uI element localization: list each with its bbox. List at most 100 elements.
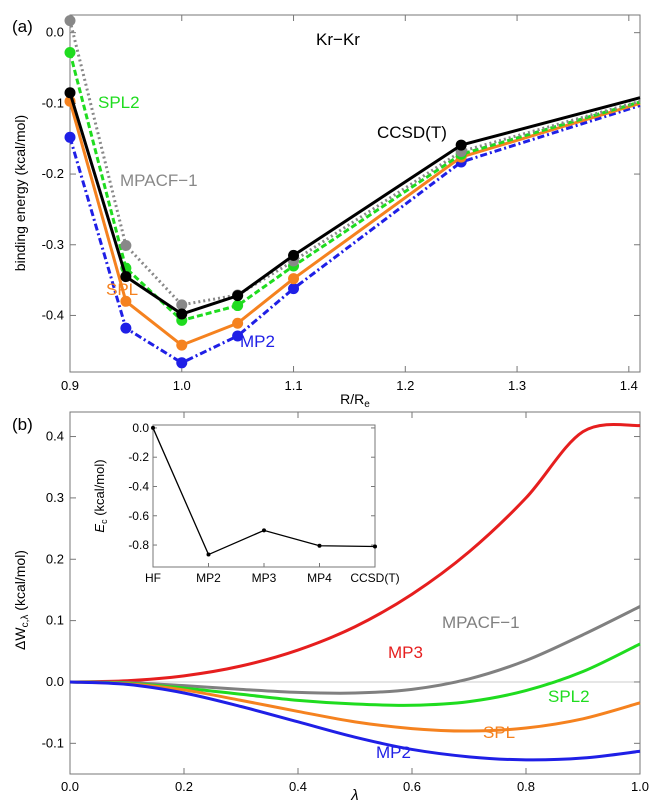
panel-b-ylabel-unit: (kcal/mol)	[12, 550, 28, 615]
point-a-mp2	[176, 357, 188, 369]
inset-ylabel: Ec (kcal/mol)	[92, 459, 109, 532]
point-a-spl	[176, 339, 188, 351]
inset-x-tick-label: CCSD(T)	[350, 571, 399, 585]
label-a-ccsdt: CCSD(T)	[377, 123, 447, 142]
x-tick-label-b: 1.0	[631, 779, 649, 794]
point-a-ccsd-t	[64, 87, 76, 99]
series-b-mpacf-1	[69, 605, 641, 695]
panel-a-xlabel-main: R/R	[340, 391, 364, 407]
point-a-spl	[288, 273, 300, 285]
y-tick-label-a: 0.0	[46, 25, 64, 40]
inset-chart: 0.0 -0.2 -0.4 -0.6 -0.8 HF MP2 MP3 MP4 CCSD(T) Ec…	[92, 421, 400, 585]
panel-a-xlabel-sub: e	[364, 399, 370, 410]
inset-ylabel-sub: c	[99, 519, 109, 524]
point-a-spl	[232, 317, 244, 329]
point-a-mpacf-1	[64, 15, 76, 27]
x-tick-label-a: 1.0	[173, 378, 191, 393]
inset-y-tick-label: -0.2	[128, 450, 149, 464]
panel-b: (b) 0.0 0.2 0.4 0.6 0.8 1.0-0.10.00.10.20.30.…	[12, 411, 649, 804]
inset-series	[151, 425, 377, 557]
panel-b-xlabel: λ	[350, 787, 358, 804]
inset-x-tick-label: MP3	[252, 571, 277, 585]
point-a-ccsd-t	[455, 139, 467, 151]
panel-b-label: (b)	[12, 415, 33, 434]
series-b-mp2	[69, 680, 641, 762]
inset-x-tick-label: HF	[145, 571, 161, 585]
panel-a-series	[64, 15, 641, 369]
panel-a-label: (a)	[12, 17, 33, 36]
label-b-spl2: SPL2	[548, 687, 590, 706]
panel-a: (a) 0.9 1.0 1.1 1.2 1.3 1.4 0.0 -0.1 -0.2 -0.3 -0.…	[12, 14, 641, 410]
series-a-spl	[68, 100, 641, 347]
label-b-mp2: MP2	[376, 743, 411, 762]
x-tick-label-a: 1.2	[396, 378, 414, 393]
label-a-spl: SPL	[106, 280, 138, 299]
point-a-mpacf-1	[176, 299, 188, 311]
y-tick-label-b: 0.3	[46, 490, 64, 505]
y-tick-label-b: 0.1	[46, 613, 64, 628]
label-b-mpacf: MPACF−1	[442, 613, 520, 632]
series-b-spl	[69, 680, 641, 733]
point-a-mp2	[288, 283, 300, 295]
x-tick-label-a: 0.9	[61, 378, 79, 393]
inset-x-tick-label: MP2	[196, 571, 221, 585]
x-tick-label-b: 0.8	[517, 779, 535, 794]
label-a-spl2: SPL2	[98, 93, 140, 112]
point-a-mp2	[64, 131, 76, 143]
panel-b-ticks: 0.0 0.2 0.4 0.6 0.8 1.0 -0.1 0.0 0.1 0.2 0.3 0.4	[42, 412, 649, 794]
x-tick-label-b: 0.0	[61, 779, 79, 794]
inset-y-tick-label: 0.0	[132, 421, 149, 435]
label-a-mp2: MP2	[240, 332, 275, 351]
y-tick-label-b: 0.4	[46, 429, 64, 444]
inset-y-tick-label: -0.8	[128, 538, 149, 552]
panel-b-frame	[69, 411, 641, 775]
label-b-spl: SPL	[483, 723, 515, 742]
y-tick-label-a: -0.1	[42, 95, 64, 110]
panel-a-xlabel: R/Re	[340, 391, 370, 410]
panel-b-series	[69, 422, 641, 762]
x-tick-label-a: 1.3	[508, 378, 526, 393]
inset-frame	[152, 424, 376, 568]
inset-ticks: 0.0 -0.2 -0.4 -0.6 -0.8 HF MP2 MP3 MP4 CCSD(T)	[128, 421, 399, 585]
panel-a-ticks: 0.9 1.0 1.1 1.2 1.3 1.4 0.0 -0.1 -0.2 -0.3 -0.4	[42, 15, 640, 393]
x-tick-label-a: 1.4	[620, 378, 638, 393]
point-a-mp2	[120, 322, 132, 334]
inset-ylabel-unit: (kcal/mol)	[92, 459, 107, 519]
y-tick-label-b: 0.2	[46, 551, 64, 566]
inset-x-tick-label: MP4	[307, 571, 332, 585]
label-a-mpacf: MPACF−1	[120, 171, 198, 190]
y-tick-label-a: -0.4	[42, 307, 64, 322]
y-tick-label-a: -0.3	[42, 237, 64, 252]
label-b-mp3: MP3	[388, 643, 423, 662]
x-tick-label-b: 0.4	[289, 779, 307, 794]
panel-b-ylabel: ΔWc,λ (kcal/mol)	[12, 550, 31, 650]
panel-a-frame	[69, 14, 641, 373]
inset-point	[151, 425, 155, 430]
point-a-spl2	[64, 46, 76, 58]
x-tick-label-b: 0.6	[403, 779, 421, 794]
inset-point	[262, 528, 266, 533]
inset-point	[373, 544, 377, 549]
point-a-ccsd-t	[176, 308, 188, 320]
x-tick-label-a: 1.1	[284, 378, 302, 393]
series-b-mp3	[69, 422, 641, 684]
y-tick-label-a: -0.2	[42, 166, 64, 181]
panel-b-ylabel-main: ΔW	[12, 627, 28, 650]
y-tick-label-b: 0.0	[46, 674, 64, 689]
y-tick-label-b: -0.1	[42, 735, 64, 750]
point-a-spl2	[232, 300, 244, 312]
panel-a-title: Kr−Kr	[316, 30, 360, 49]
inset-ylabel-main: E	[92, 524, 107, 533]
point-a-spl	[120, 295, 132, 307]
inset-point	[317, 543, 322, 548]
panel-a-ylabel: binding energy (kcal/mol)	[12, 115, 28, 271]
panel-b-ylabel-sub: c,λ	[20, 615, 31, 628]
point-a-ccsd-t	[232, 290, 244, 302]
inset-y-tick-label: -0.6	[128, 509, 149, 523]
series-a-mpacf-1	[68, 20, 641, 307]
point-a-mpacf-1	[120, 239, 132, 251]
point-a-mp2	[232, 330, 244, 342]
inset-point	[206, 552, 211, 557]
x-tick-label-b: 0.2	[175, 779, 193, 794]
